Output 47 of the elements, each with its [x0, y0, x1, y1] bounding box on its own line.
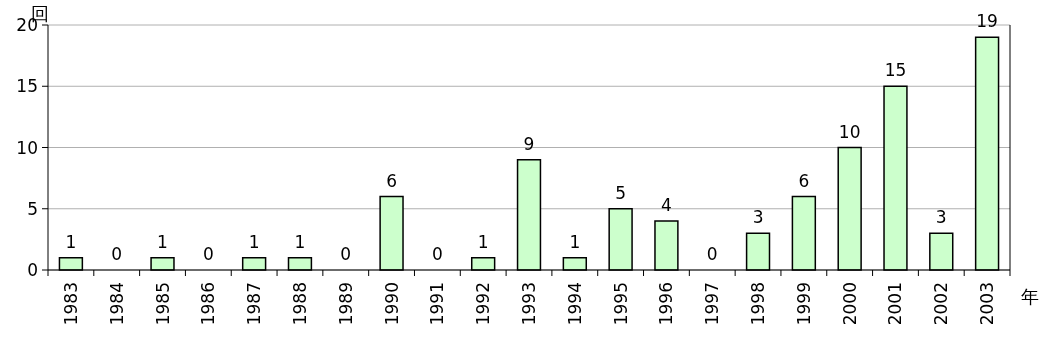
- data-label: 5: [615, 182, 627, 203]
- data-label: 1: [477, 231, 489, 252]
- data-label: 4: [661, 195, 672, 215]
- data-label: 6: [386, 170, 397, 191]
- data-label: 1: [569, 231, 581, 252]
- data-label: 9: [523, 133, 535, 154]
- y-tick-label: 5: [27, 198, 38, 219]
- x-tick-label: 1987: [244, 282, 265, 326]
- x-tick-label: 1986: [198, 282, 219, 326]
- x-tick-label: 1996: [656, 282, 677, 326]
- x-tick-label: 2003: [977, 282, 998, 326]
- x-tick-label: 2000: [839, 282, 860, 326]
- x-tick-label: 2001: [885, 282, 906, 326]
- data-label: 1: [65, 231, 77, 252]
- x-tick-label: 1984: [106, 282, 127, 326]
- data-label: 3: [935, 207, 947, 228]
- data-label: 1: [294, 231, 306, 252]
- data-label: 1: [248, 231, 260, 252]
- y-tick-label: 10: [16, 137, 38, 158]
- x-tick-label: 2002: [931, 282, 952, 326]
- data-label: 10: [838, 121, 861, 142]
- x-tick-label: 1989: [335, 282, 356, 326]
- x-axis-title: 年: [1021, 286, 1039, 307]
- data-label: 0: [111, 244, 123, 264]
- x-tick-label: 1998: [748, 282, 769, 326]
- data-label: 0: [431, 244, 443, 264]
- data-label: 15: [884, 60, 907, 81]
- x-tick-label: 1990: [381, 282, 402, 326]
- data-label: 0: [340, 244, 352, 264]
- x-tick-label: 1997: [702, 282, 723, 326]
- x-tick-label: 1983: [60, 282, 81, 326]
- x-tick-label: 1985: [152, 282, 173, 326]
- data-label: 0: [706, 244, 718, 264]
- data-label: 1: [157, 231, 168, 252]
- data-label: 19: [976, 11, 998, 32]
- x-tick-label: 1994: [564, 282, 585, 326]
- data-label: 0: [202, 244, 214, 264]
- y-tick-label: 0: [27, 260, 38, 280]
- x-tick-label: 1992: [473, 282, 494, 326]
- x-tick-label: 1988: [289, 282, 310, 326]
- data-label: 3: [752, 207, 764, 228]
- x-tick-label: 1995: [610, 282, 631, 326]
- x-tick-label: 1993: [519, 282, 539, 326]
- x-tick-label: 1991: [427, 282, 448, 326]
- data-label: 6: [798, 170, 810, 191]
- x-tick-label: 1999: [793, 282, 814, 326]
- y-tick-label: 15: [16, 76, 38, 97]
